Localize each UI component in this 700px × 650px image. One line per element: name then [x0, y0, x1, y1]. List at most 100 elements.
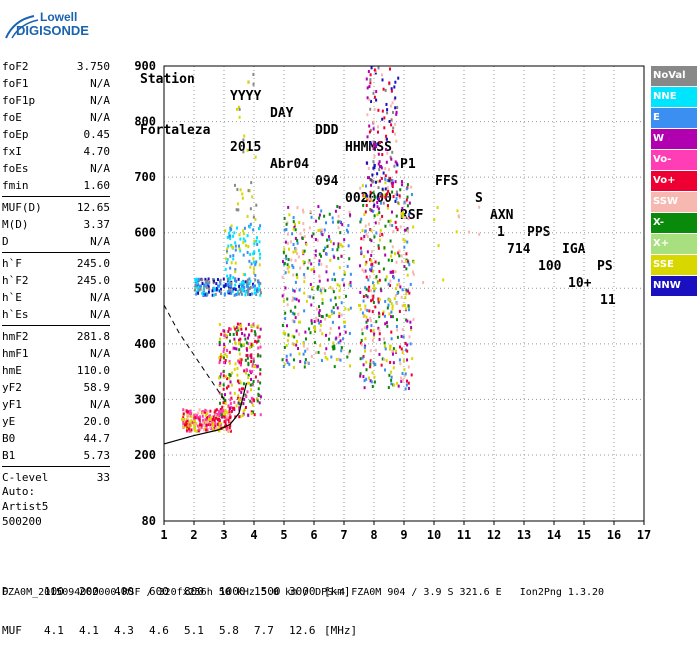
echo-point	[378, 315, 381, 319]
echo-point	[359, 341, 362, 345]
echo-point	[372, 127, 375, 131]
echo-point	[323, 228, 326, 232]
echo-point	[405, 228, 408, 232]
echo-point	[343, 283, 346, 287]
echo-point	[291, 264, 294, 268]
echo-point	[257, 280, 260, 284]
echo-point	[224, 422, 227, 426]
trace-point	[388, 298, 391, 302]
echo-point	[230, 383, 233, 387]
echo-point	[247, 336, 250, 340]
param-row: yF2 58.9	[2, 379, 110, 396]
param-value: 3.37	[83, 218, 111, 231]
echo-point	[340, 254, 343, 258]
echo-point	[386, 306, 389, 310]
echo-point	[228, 373, 231, 377]
echo-point	[302, 344, 305, 348]
param-value: 44.7	[83, 432, 111, 445]
echo-point	[388, 179, 391, 183]
echo-point	[230, 224, 233, 228]
echo-point	[348, 257, 351, 261]
echo-point	[378, 328, 381, 332]
echo-point	[237, 277, 240, 281]
echo-point	[341, 223, 344, 227]
echo-point	[380, 194, 383, 198]
echo-point	[194, 280, 197, 284]
echo-point	[377, 162, 380, 166]
echo-point	[252, 271, 255, 275]
echo-point	[371, 338, 374, 342]
echo-point	[219, 358, 222, 362]
echo-point	[394, 293, 397, 297]
echo-point	[303, 280, 306, 284]
echo-point	[233, 391, 236, 395]
echo-point	[234, 327, 237, 331]
param-row: hmE 110.0	[2, 362, 110, 379]
echo-point	[206, 415, 209, 419]
echo-point	[228, 350, 231, 354]
echo-point	[246, 356, 249, 360]
echo-point	[376, 196, 379, 200]
echo-point	[332, 306, 335, 310]
echo-point	[254, 278, 257, 282]
upper-envelope-curve	[163, 304, 225, 400]
echo-point	[201, 281, 204, 285]
echo-point	[412, 225, 415, 229]
echo-point	[410, 373, 413, 377]
echo-point	[229, 424, 232, 428]
echo-point	[399, 225, 402, 229]
echo-point	[305, 242, 308, 246]
echo-point	[257, 346, 260, 350]
param-label: hmF2	[2, 330, 29, 343]
echo-point	[294, 228, 297, 232]
x-tick-label: 14	[547, 528, 561, 542]
echo-point	[389, 104, 392, 108]
echo-point	[226, 415, 229, 419]
echo-point	[259, 288, 262, 292]
param-value: 281.8	[76, 330, 110, 343]
echo-point	[196, 284, 199, 288]
echo-point	[365, 315, 368, 319]
echo-point	[396, 291, 399, 295]
echo-point	[228, 360, 231, 364]
echo-point	[390, 157, 393, 161]
echo-point	[194, 416, 197, 420]
echo-point	[365, 320, 368, 324]
echo-point	[228, 280, 231, 284]
echo-point	[202, 288, 205, 292]
echo-point	[406, 259, 409, 263]
echo-point	[371, 329, 374, 333]
param-separator	[2, 466, 110, 467]
echo-point	[238, 107, 241, 111]
param-row: h`F 245.0	[2, 255, 110, 272]
trace-point	[229, 284, 232, 288]
echo-point	[222, 356, 225, 360]
echo-point	[182, 408, 185, 412]
echo-point	[246, 250, 249, 254]
param-separator	[2, 252, 110, 253]
trace-point	[238, 398, 241, 402]
echo-point	[369, 362, 372, 366]
echo-point	[405, 259, 408, 263]
echo-point	[390, 89, 393, 93]
echo-point	[377, 244, 380, 248]
echo-point	[390, 259, 393, 263]
param-row: B1 5.73	[2, 447, 110, 464]
echo-point	[238, 284, 241, 288]
echo-point	[293, 320, 296, 324]
echo-point	[390, 370, 393, 374]
echo-point	[396, 318, 399, 322]
echo-point	[331, 287, 334, 291]
echo-point	[377, 221, 380, 225]
echo-point	[224, 358, 227, 362]
echo-point	[223, 285, 226, 289]
echo-point	[325, 221, 328, 225]
echo-point	[250, 356, 253, 360]
param-value: N/A	[90, 77, 110, 90]
echo-point	[378, 238, 381, 242]
echo-point	[245, 290, 248, 294]
echo-point	[223, 329, 226, 333]
echo-point	[243, 289, 246, 293]
echo-point	[190, 423, 193, 427]
echo-point	[349, 272, 352, 276]
